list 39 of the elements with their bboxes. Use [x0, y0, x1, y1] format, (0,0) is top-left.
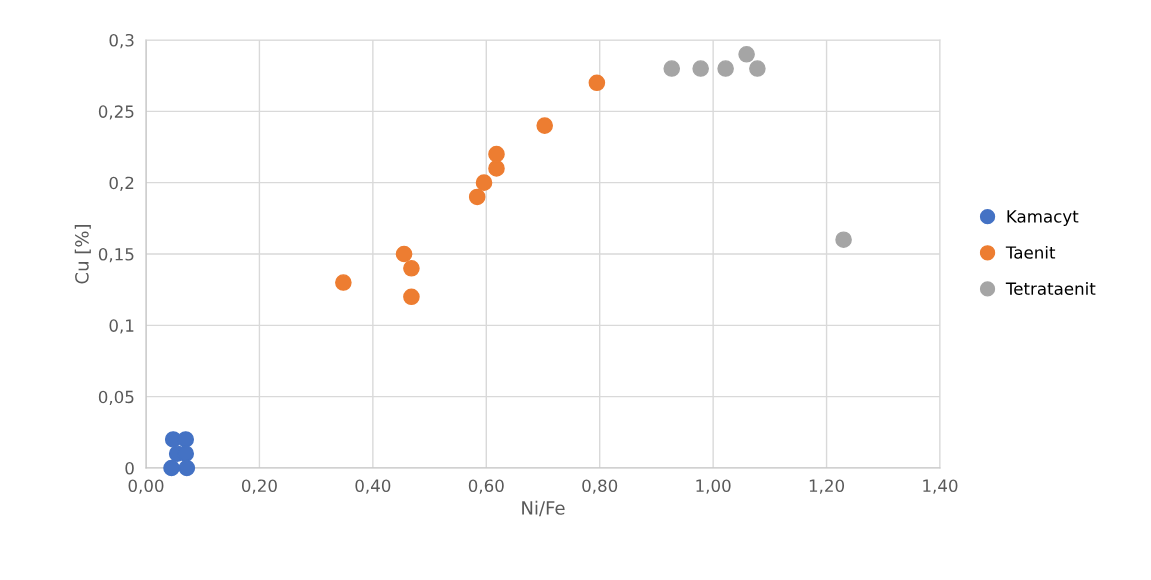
y-axis-title: Cu [%] — [74, 225, 91, 284]
x-axis-title: Ni/Fe — [522, 500, 565, 517]
point — [403, 259, 420, 277]
point — [475, 174, 493, 191]
point — [692, 60, 709, 77]
x-tick-label: 0,40 — [355, 479, 391, 494]
x-tick-label: 1,20 — [809, 479, 845, 494]
point — [835, 231, 852, 249]
point — [403, 288, 420, 306]
point — [717, 60, 734, 77]
point — [335, 274, 352, 291]
point — [588, 74, 606, 92]
y-tick-label: 0,2 — [109, 176, 134, 191]
point — [488, 160, 505, 177]
point — [738, 45, 755, 63]
point — [663, 60, 681, 77]
x-tick-label: 0,00 — [128, 479, 164, 494]
y-tick-label: 0,3 — [109, 33, 134, 49]
legend-label: Taenit — [1005, 245, 1056, 259]
x-tick-label: 1,40 — [923, 479, 958, 494]
y-tick-label: 0,15 — [98, 247, 134, 263]
y-tick-label: 0,1 — [109, 319, 134, 334]
legend-label: Kamacyt — [1007, 210, 1079, 226]
legend-label: Tetrataenit — [1005, 282, 1096, 295]
point — [177, 431, 195, 448]
point — [488, 145, 505, 163]
x-tick-label: 0,20 — [241, 479, 277, 494]
y-tick-label: 0,25 — [98, 105, 134, 120]
y-tick-label: 0,05 — [98, 390, 134, 405]
x-tick-label: 0,60 — [468, 479, 504, 494]
point — [163, 459, 180, 477]
point — [395, 245, 413, 263]
point — [178, 459, 196, 477]
point — [536, 117, 554, 134]
x-tick-label: 0,80 — [582, 479, 618, 494]
point — [468, 188, 486, 206]
x-tick-label: 1,00 — [696, 479, 731, 494]
y-tick-label: 0 — [125, 461, 134, 475]
point — [749, 60, 766, 77]
